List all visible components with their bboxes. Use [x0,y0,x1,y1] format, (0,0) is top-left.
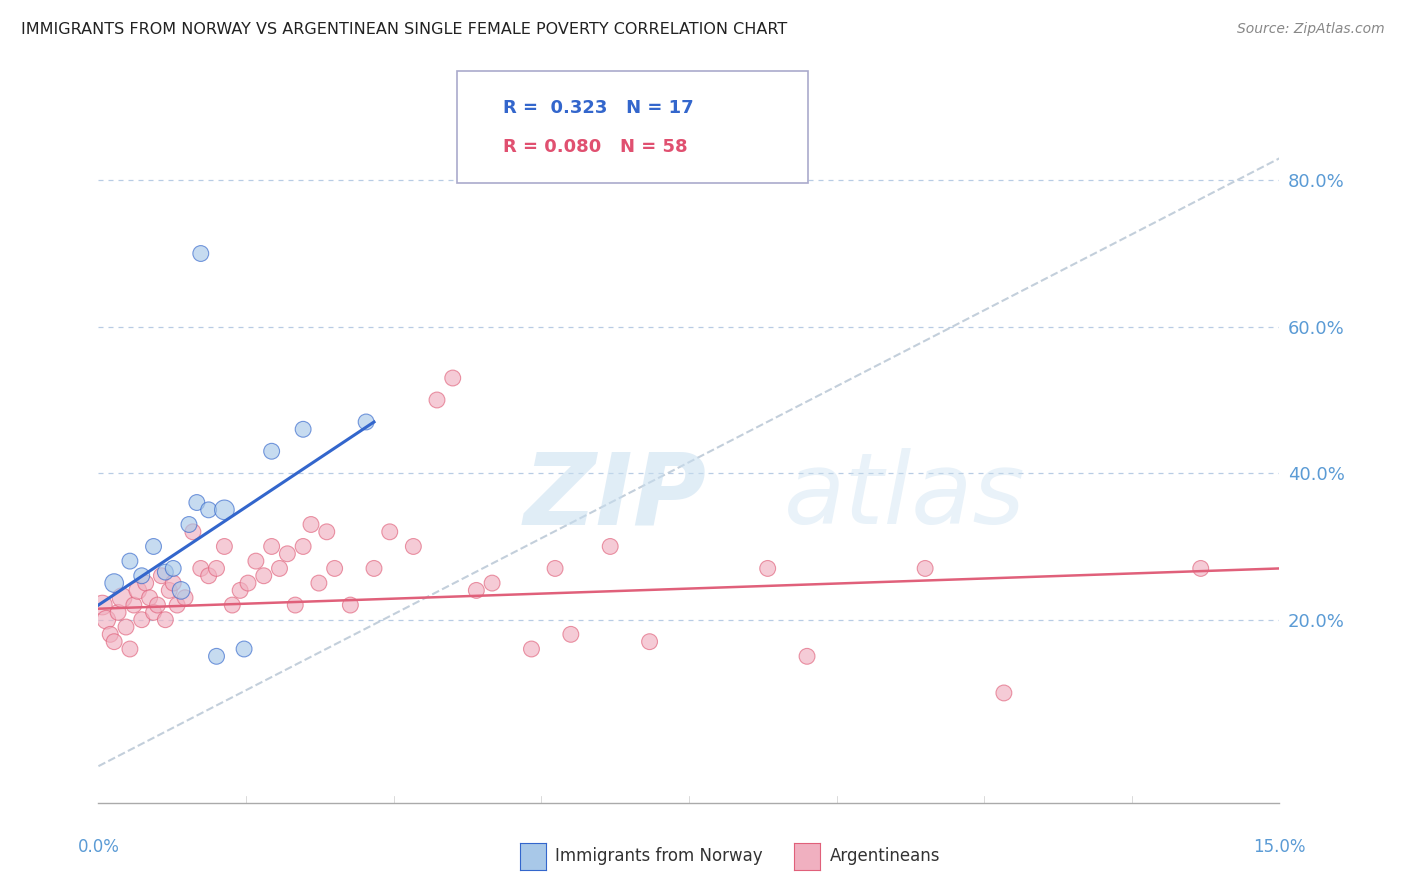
Point [96,613,118,627]
Point [162,576,184,591]
Point [245,554,267,568]
Point [157,583,180,598]
Point [292,422,315,436]
Point [363,561,385,575]
Point [107,606,129,620]
Point [166,598,188,612]
Point [118,642,141,657]
Point [260,444,283,458]
Point [229,583,252,598]
Text: R =  0.323   N = 17: R = 0.323 N = 17 [503,99,695,117]
Point [426,392,449,407]
Point [914,561,936,575]
Point [354,415,377,429]
Point [197,568,219,582]
Point [323,561,346,575]
Point [214,503,236,517]
Point [1189,561,1212,575]
Point [127,583,149,598]
Point [339,598,361,612]
Text: ZIP: ZIP [523,448,707,545]
Point [122,598,145,612]
Point [269,561,291,575]
Point [98,627,121,641]
Text: 15.0%: 15.0% [1253,838,1306,856]
Point [308,576,330,591]
Point [214,540,236,554]
Point [197,503,219,517]
Point [638,634,661,648]
Point [131,613,153,627]
Point [181,524,204,539]
Point [465,583,488,598]
Point [190,246,212,260]
Point [135,576,157,591]
Point [91,598,114,612]
Point [253,568,276,582]
Point [284,598,307,612]
Point [142,606,165,620]
Point [103,634,125,648]
Point [138,591,160,605]
Point [481,576,503,591]
Point [402,540,425,554]
Point [276,547,298,561]
Point [599,540,621,554]
Text: Immigrants from Norway: Immigrants from Norway [555,847,763,865]
Point [796,649,818,664]
Point [205,649,228,664]
Point [299,517,322,532]
Point [115,620,138,634]
Point [190,561,212,575]
Text: 0.0%: 0.0% [77,838,120,856]
Point [520,642,543,657]
Text: atlas: atlas [783,448,1025,545]
Point [233,642,256,657]
Point [378,524,401,539]
Point [155,613,177,627]
Point [236,576,259,591]
Point [118,554,141,568]
Text: Argentineans: Argentineans [830,847,941,865]
Point [221,598,243,612]
Point [155,565,177,579]
Point [146,598,169,612]
Point [111,591,134,605]
Point [186,495,208,509]
Point [756,561,779,575]
Point [177,517,200,532]
Point [170,583,193,598]
Point [205,561,228,575]
Point [150,568,173,582]
Text: IMMIGRANTS FROM NORWAY VS ARGENTINEAN SINGLE FEMALE POVERTY CORRELATION CHART: IMMIGRANTS FROM NORWAY VS ARGENTINEAN SI… [21,22,787,37]
Point [315,524,337,539]
Point [103,576,125,591]
Point [142,540,165,554]
Point [131,568,153,582]
Point [441,371,464,385]
Point [162,561,184,575]
Point [292,540,315,554]
Point [174,591,197,605]
Text: R = 0.080   N = 58: R = 0.080 N = 58 [503,138,688,156]
Text: Source: ZipAtlas.com: Source: ZipAtlas.com [1237,22,1385,37]
Point [544,561,567,575]
Point [260,540,283,554]
Point [560,627,582,641]
Point [993,686,1015,700]
